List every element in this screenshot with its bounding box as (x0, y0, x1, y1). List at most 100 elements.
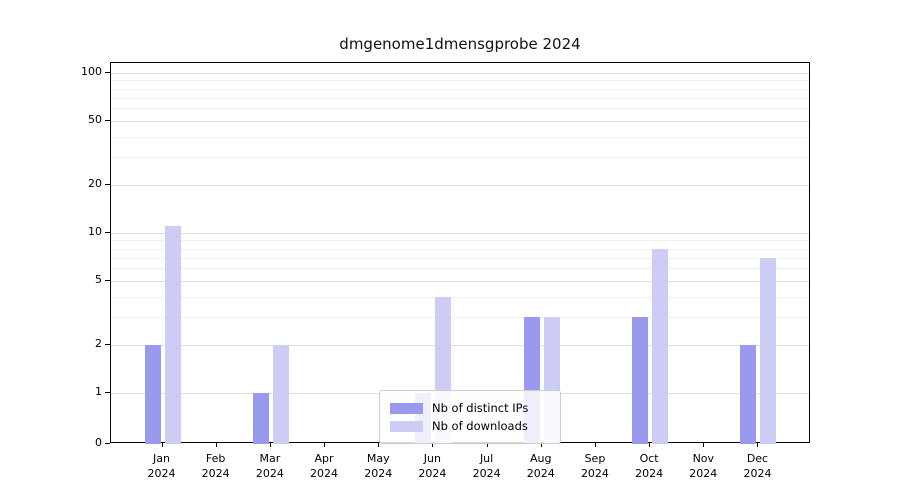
bar-nb-of-downloads-dec (760, 257, 777, 444)
y-tick-mark (105, 280, 110, 282)
x-tick-year: 2024 (472, 467, 501, 480)
x-tick-month: Oct (639, 452, 659, 465)
x-tick-mark (594, 443, 596, 447)
x-tick-month: Sep (584, 452, 606, 465)
gridline-minor (111, 108, 809, 110)
bar-nb-of-downloads-mar (272, 344, 289, 444)
gridline-minor (111, 248, 809, 250)
y-tick-label: 20 (88, 176, 102, 190)
x-tick-month: Nov (692, 452, 715, 465)
x-tick-mark (703, 443, 705, 447)
y-tick-label: 100 (81, 65, 102, 78)
x-tick-month: Apr (314, 452, 334, 465)
x-tick-mark (649, 443, 651, 447)
x-tick-mark (432, 443, 434, 447)
gridline-minor (111, 316, 809, 318)
gridline-major (111, 233, 809, 234)
x-tick-month: Feb (205, 452, 226, 465)
x-tick-label-mar: Mar 2024 (238, 451, 302, 481)
legend-entry: Nb of distinct IPs (390, 400, 550, 416)
x-tick-month: Jul (479, 452, 494, 465)
bar-nb-of-distinct-ips-oct (632, 316, 649, 444)
y-tick-mark (105, 183, 110, 185)
x-tick-label-jan: Jan 2024 (130, 451, 194, 481)
gridline-minor (111, 156, 809, 158)
y-tick-label: 5 (95, 273, 102, 287)
gridline-major (111, 73, 809, 74)
y-tick-mark (105, 232, 110, 233)
x-tick-month: Aug (530, 452, 552, 465)
x-tick-label-sep: Sep 2024 (563, 451, 627, 481)
legend-entry: Nb of downloads (390, 418, 550, 434)
x-tick-year: 2024 (418, 467, 447, 480)
x-tick-year: 2024 (743, 467, 772, 480)
y-tick-mark (105, 343, 110, 345)
bar-nb-of-distinct-ips-mar (252, 393, 269, 444)
x-tick-year: 2024 (526, 467, 555, 480)
x-tick-year: 2024 (201, 467, 230, 480)
gridline-major (111, 121, 809, 123)
x-tick-label-feb: Feb 2024 (184, 451, 248, 481)
legend-label: Nb of distinct IPs (432, 401, 529, 415)
gridline-minor (111, 88, 809, 90)
gridline-minor (111, 80, 809, 82)
bar-nb-of-downloads-oct (652, 248, 669, 444)
x-tick-month: Jan (153, 452, 170, 465)
x-tick-label-nov: Nov 2024 (671, 451, 735, 481)
x-tick-year: 2024 (310, 467, 339, 480)
gridline-minor (111, 136, 809, 138)
gridline-minor (111, 257, 809, 259)
x-tick-mark (486, 443, 488, 447)
x-tick-label-apr: Apr 2024 (292, 451, 356, 481)
gridline-minor (111, 97, 809, 99)
x-tick-label-jun: Jun 2024 (400, 451, 464, 481)
x-tick-month: Dec (746, 452, 769, 465)
x-tick-mark (269, 443, 271, 447)
y-tick-mark (105, 443, 110, 444)
x-tick-mark (215, 443, 217, 447)
bar-nb-of-distinct-ips-jan (144, 344, 161, 444)
y-tick-label: 10 (88, 225, 102, 238)
y-tick-label: 50 (88, 113, 102, 127)
x-tick-month: Jun (423, 452, 441, 465)
legend-label: Nb of downloads (432, 419, 528, 433)
x-tick-label-oct: Oct 2024 (617, 451, 681, 481)
x-tick-year: 2024 (364, 467, 393, 480)
y-tick-mark (105, 392, 110, 393)
x-tick-label-aug: Aug 2024 (509, 451, 573, 481)
x-tick-mark (757, 443, 759, 447)
legend-swatch-nb-of-distinct-ips (390, 402, 423, 414)
x-tick-month: May (366, 452, 390, 465)
chart-title: dmgenome1dmensgprobe 2024 (339, 35, 581, 53)
x-tick-mark (378, 443, 380, 447)
y-tick-mark (105, 72, 110, 73)
gridline-minor (111, 296, 809, 298)
x-tick-year: 2024 (635, 467, 664, 480)
gridline-minor (111, 240, 809, 242)
y-tick-label: 2 (95, 336, 102, 350)
x-tick-label-jul: Jul 2024 (455, 451, 519, 481)
legend-swatch-nb-of-downloads (390, 420, 423, 432)
gridline-major (111, 184, 809, 186)
bar-nb-of-distinct-ips-dec (740, 344, 757, 444)
x-tick-year: 2024 (147, 467, 176, 480)
y-tick-label: 1 (95, 385, 102, 398)
gridline-major (111, 281, 809, 283)
plot-area (110, 62, 810, 444)
x-tick-mark (540, 443, 542, 447)
x-tick-month: Mar (259, 452, 281, 465)
x-tick-mark (161, 443, 163, 447)
x-tick-label-dec: Dec 2024 (725, 451, 789, 481)
gridline-minor (111, 268, 809, 270)
y-tick-label: 0 (95, 436, 102, 449)
gridline-major (111, 344, 809, 346)
legend: Nb of distinct IPs Nb of downloads (379, 390, 561, 444)
x-tick-mark (324, 443, 326, 447)
x-tick-year: 2024 (689, 467, 718, 480)
x-tick-label-may: May 2024 (346, 451, 410, 481)
x-tick-year: 2024 (255, 467, 284, 480)
y-tick-mark (105, 120, 110, 122)
bar-nb-of-downloads-jan (164, 226, 181, 444)
x-tick-year: 2024 (580, 467, 609, 480)
